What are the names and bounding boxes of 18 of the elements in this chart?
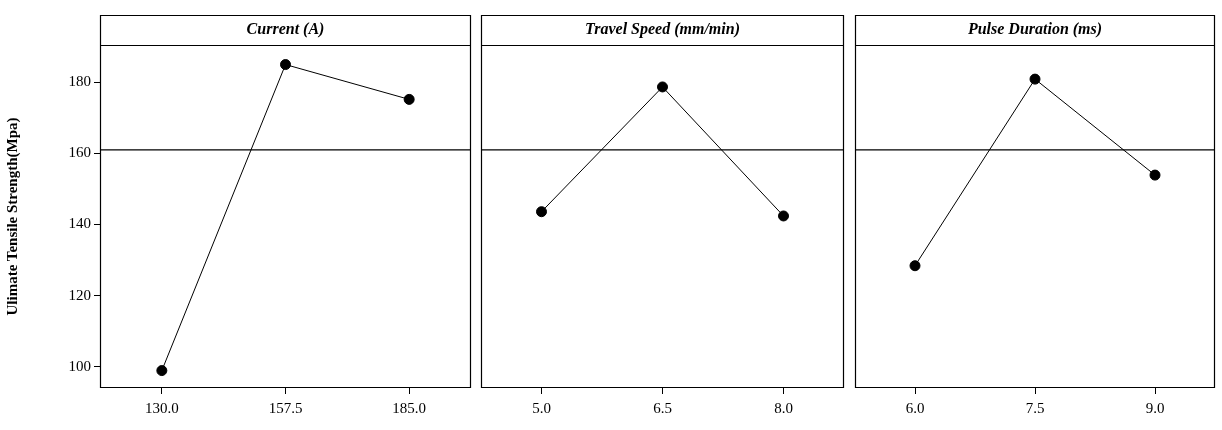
x-tick-label: 6.0: [905, 399, 925, 416]
y-tick-label: 180: [68, 73, 91, 90]
x-tick-label: 9.0: [1145, 399, 1165, 416]
chart-title: Travel Speed (mm/min): [585, 20, 740, 39]
chart-title: Pulse Duration (ms): [966, 20, 1103, 39]
x-tick-label: 130.0: [144, 399, 179, 416]
y-tick-label: 140: [68, 215, 91, 232]
y-axis-title: Ulimate Tensile Strength(Mpa): [3, 117, 21, 316]
x-tick-label: 6.5: [653, 399, 672, 416]
chart-title: Current (A): [246, 20, 325, 39]
x-tick-label: 157.5: [268, 399, 303, 416]
x-tick-label: 8.0: [774, 399, 793, 416]
y-tick-label: 100: [68, 357, 91, 374]
x-tick-label: 5.0: [532, 399, 551, 416]
x-tick-label: 7.5: [1025, 399, 1045, 416]
x-tick-label: 185.0: [392, 399, 427, 416]
y-tick-label: 160: [68, 144, 91, 161]
y-tick-label: 120: [68, 286, 91, 303]
